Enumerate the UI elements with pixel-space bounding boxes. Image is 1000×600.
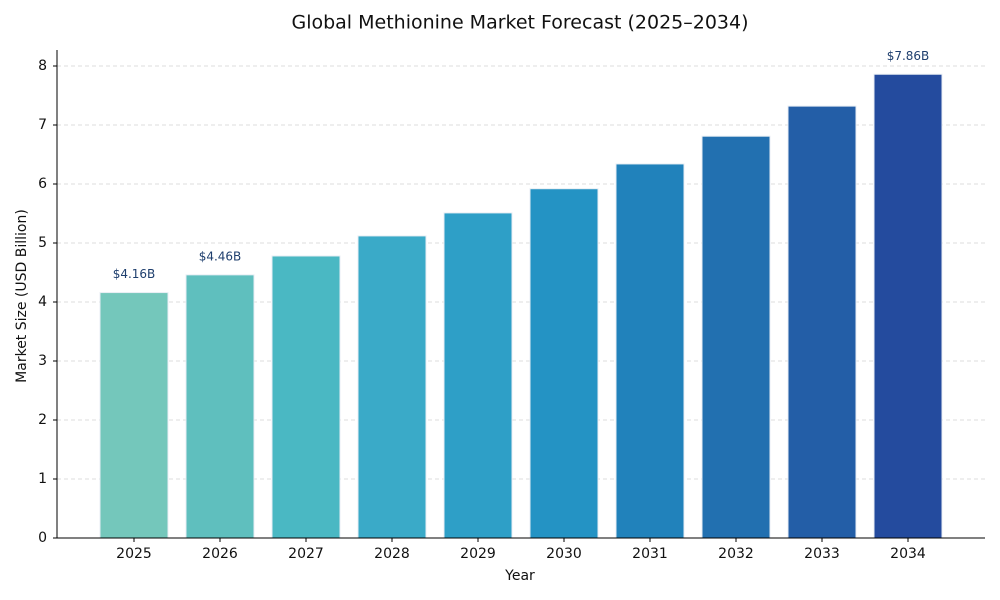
x-tick-label: 2033 bbox=[804, 546, 840, 562]
y-tick-label: 0 bbox=[38, 530, 47, 546]
bar bbox=[443, 212, 513, 539]
bar bbox=[873, 73, 943, 539]
y-tick-label: 2 bbox=[38, 412, 47, 428]
bar bbox=[615, 163, 685, 539]
x-tick-label: 2028 bbox=[374, 546, 410, 562]
value-label: $7.86B bbox=[887, 49, 930, 63]
chart-title: Global Methionine Market Forecast (2025–… bbox=[291, 12, 748, 34]
bar bbox=[787, 105, 857, 539]
y-tick-label: 7 bbox=[38, 117, 47, 133]
value-label: $4.16B bbox=[113, 267, 156, 281]
x-tick-label: 2026 bbox=[202, 546, 238, 562]
x-tick-label: 2034 bbox=[890, 546, 926, 562]
x-tick-label: 2029 bbox=[460, 546, 496, 562]
bar bbox=[529, 188, 599, 539]
x-tick-label: 2032 bbox=[718, 546, 754, 562]
x-tick-label: 2025 bbox=[116, 546, 152, 562]
bar bbox=[701, 135, 771, 539]
bar bbox=[271, 255, 341, 539]
bar bbox=[99, 292, 169, 539]
y-axis-label: Market Size (USD Billion) bbox=[14, 209, 30, 383]
y-tick-label: 8 bbox=[38, 58, 47, 74]
value-label: $4.46B bbox=[199, 249, 242, 263]
bar bbox=[185, 274, 255, 539]
y-tick-label: 6 bbox=[38, 176, 47, 192]
bar bbox=[357, 235, 427, 539]
x-tick-label: 2030 bbox=[546, 546, 582, 562]
y-tick-label: 5 bbox=[38, 235, 47, 251]
y-tick-label: 1 bbox=[38, 471, 47, 487]
x-tick-label: 2027 bbox=[288, 546, 324, 562]
x-tick-label: 2031 bbox=[632, 546, 668, 562]
y-tick-label: 3 bbox=[38, 353, 47, 369]
bars bbox=[99, 73, 943, 539]
y-tick-label: 4 bbox=[38, 294, 47, 310]
x-axis-label: Year bbox=[504, 568, 535, 584]
